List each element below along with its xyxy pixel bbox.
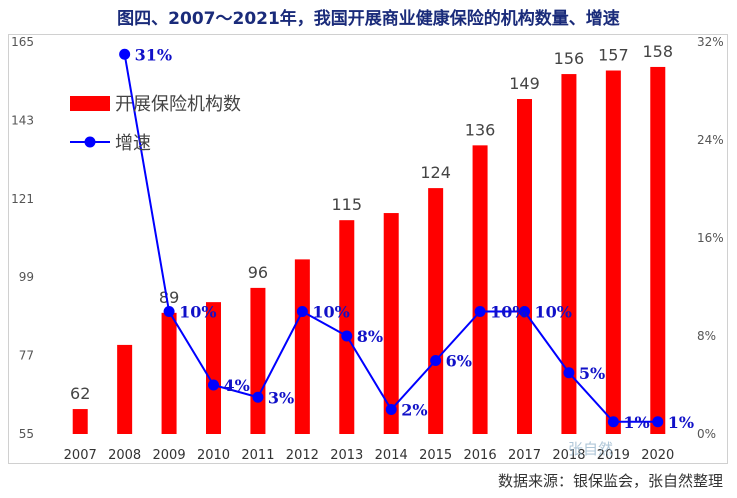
bar <box>206 302 221 434</box>
growth-point <box>519 306 530 317</box>
bar <box>561 74 577 434</box>
right-axis: 0% 8% 16% 24% 32% <box>697 35 724 441</box>
right-tick-label: 8% <box>697 329 716 343</box>
x-axis: 2007 2008 2009 2010 2011 2012 2013 2014 2015 2016… <box>64 448 675 463</box>
growth-value-label: 1% <box>623 413 649 432</box>
growth-value-label: 6% <box>446 352 472 371</box>
legend-bar-swatch <box>70 96 110 111</box>
growth-point <box>296 306 308 317</box>
growth-point <box>208 379 219 391</box>
growth-value-label: 1% <box>668 413 694 432</box>
bar-value-label: 156 <box>554 49 585 68</box>
growth-point <box>341 330 353 342</box>
bar-value-label: 124 <box>420 163 451 182</box>
bar <box>428 188 444 434</box>
left-tick-label: 77 <box>19 349 34 363</box>
growth-value-label: 5% <box>579 364 605 383</box>
bar-value-label: 89 <box>159 288 179 307</box>
bar-value-label: 158 <box>643 42 674 61</box>
growth-point <box>163 306 175 317</box>
growth-point <box>119 48 131 60</box>
growth-point <box>474 306 486 317</box>
left-tick-label: 121 <box>11 192 34 206</box>
growth-line-series <box>119 48 664 428</box>
chart-frame <box>8 34 728 464</box>
x-tick-label: 2008 <box>108 448 141 463</box>
growth-value-label: 10% <box>312 303 349 322</box>
growth-point <box>607 416 619 428</box>
x-tick-label: 2020 <box>641 448 674 463</box>
right-tick-label: 32% <box>697 35 724 49</box>
bar-value-label: 157 <box>598 46 629 65</box>
bar <box>161 312 177 434</box>
growth-value-label: 2% <box>401 401 427 420</box>
bar <box>339 220 355 434</box>
growth-point <box>652 416 664 428</box>
bar <box>383 213 399 434</box>
bar <box>117 344 133 434</box>
growth-value-label: 31% <box>135 45 172 64</box>
growth-value-label: 8% <box>357 327 383 346</box>
growth-value-label: 10% <box>490 303 527 322</box>
x-tick-label: 2017 <box>508 448 541 463</box>
right-tick-label: 16% <box>697 231 724 245</box>
x-tick-label: 2019 <box>597 448 630 463</box>
left-axis: 55 77 99 121 143 165 <box>11 35 34 441</box>
right-tick-label: 24% <box>697 133 724 147</box>
bar-series <box>72 66 666 434</box>
left-tick-label: 55 <box>19 427 34 441</box>
growth-point <box>563 367 575 379</box>
bar-labels: 62 89 96 115 124 136 149 156 157 158 <box>70 42 673 403</box>
bar <box>250 287 266 434</box>
bar <box>605 70 621 434</box>
bar <box>294 259 310 434</box>
growth-point <box>430 355 442 366</box>
left-tick-label: 99 <box>19 270 34 284</box>
growth-value-label: 10% <box>535 303 572 322</box>
bar <box>472 145 488 434</box>
x-tick-label: 2007 <box>64 448 97 463</box>
legend-bar-label: 开展保险机构数 <box>115 94 241 115</box>
x-tick-label: 2010 <box>197 448 230 463</box>
x-tick-label: 2013 <box>330 448 363 463</box>
right-tick-label: 0% <box>697 427 716 441</box>
legend-line-label: 增速 <box>115 133 151 154</box>
x-tick-label: 2012 <box>286 448 319 463</box>
source-note: 数据来源：银保监会，张自然整理 <box>497 472 723 490</box>
bar-value-label: 115 <box>332 195 363 214</box>
x-tick-label: 2009 <box>153 448 186 463</box>
x-tick-label: 2016 <box>464 448 497 463</box>
growth-value-label: 4% <box>224 376 250 395</box>
growth-point <box>252 391 264 403</box>
bar <box>650 66 666 434</box>
bar <box>517 99 532 434</box>
watermark: 张自然 <box>568 440 614 458</box>
left-tick-label: 143 <box>11 113 34 127</box>
x-tick-label: 2011 <box>241 448 274 463</box>
growth-value-label: 10% <box>179 303 216 322</box>
bar-value-label: 96 <box>248 263 268 282</box>
bar-value-label: 136 <box>465 120 496 139</box>
chart-title: 图四、2007～2021年，我国开展商业健康保险的机构数量、增速 <box>117 9 620 29</box>
bar <box>72 409 88 434</box>
bar-value-label: 149 <box>509 74 540 93</box>
growth-value-label: 3% <box>268 388 294 407</box>
x-tick-label: 2015 <box>419 448 452 463</box>
x-tick-label: 2018 <box>552 448 585 463</box>
left-tick-label: 165 <box>11 35 34 49</box>
x-tick-label: 2014 <box>375 448 408 463</box>
legend-line-marker <box>84 136 96 148</box>
growth-point <box>385 404 397 415</box>
rate-labels: 31% 10% 4% 3% 10% 8% 2% 6% 10% 10% 5% 1% 1% <box>135 45 694 432</box>
bar-value-label: 62 <box>70 384 90 403</box>
